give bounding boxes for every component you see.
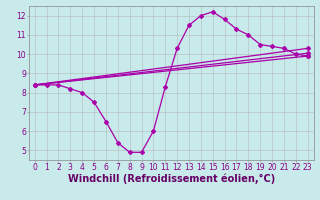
X-axis label: Windchill (Refroidissement éolien,°C): Windchill (Refroidissement éolien,°C): [68, 173, 275, 184]
